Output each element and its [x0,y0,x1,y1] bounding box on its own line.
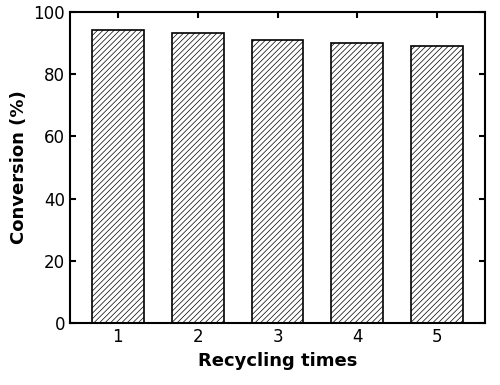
Y-axis label: Conversion (%): Conversion (%) [10,90,28,244]
X-axis label: Recycling times: Recycling times [198,352,357,370]
Bar [411,46,463,323]
Bar [252,40,304,323]
Bar [332,43,383,323]
Bar [92,30,144,323]
Bar [172,33,224,323]
